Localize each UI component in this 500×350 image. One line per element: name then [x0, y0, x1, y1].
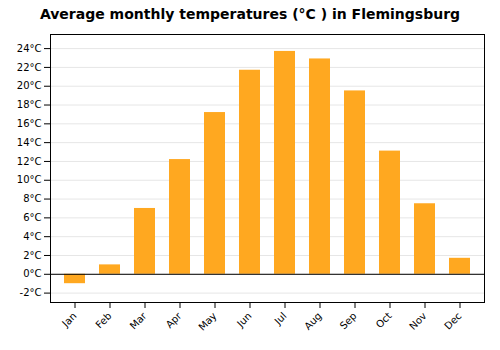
html-text:Average monthly temperatures (: Average monthly temperatures (°C ) in Fl…: [39, 6, 461, 22]
svg-text:18°C: 18°C: [17, 99, 42, 110]
svg-text:Jul: Jul: [272, 310, 289, 327]
svg-text:14°C: 14°C: [17, 137, 42, 148]
svg-text:-2°C: -2°C: [20, 287, 42, 298]
svg-text:Sep: Sep: [338, 310, 359, 331]
svg-text:0°C: 0°C: [23, 268, 41, 279]
svg-text:20°C: 20°C: [17, 80, 42, 91]
svg-text:16°C: 16°C: [17, 118, 42, 129]
svg-text:Mar: Mar: [128, 310, 150, 332]
svg-text:2°C: 2°C: [23, 250, 41, 261]
svg-text:6°C: 6°C: [23, 212, 41, 223]
svg-text:Jan: Jan: [59, 310, 78, 329]
svg-text:24°C: 24°C: [17, 43, 42, 54]
svg-text:8°C: 8°C: [23, 193, 41, 204]
svg-text:Feb: Feb: [93, 310, 113, 330]
svg-text:12°C: 12°C: [17, 156, 42, 167]
svg-text:May: May: [196, 310, 218, 332]
svg-text:Oct: Oct: [374, 310, 394, 330]
svg-text:Apr: Apr: [164, 310, 185, 331]
svg-text:Nov: Nov: [407, 310, 429, 332]
svg-text:Dec: Dec: [442, 310, 463, 331]
svg-text:22°C: 22°C: [17, 62, 42, 73]
svg-text:10°C: 10°C: [17, 174, 42, 185]
svg-text:Aug: Aug: [302, 310, 324, 332]
svg-text:4°C: 4°C: [23, 231, 41, 242]
svg-text:Jun: Jun: [234, 310, 254, 330]
